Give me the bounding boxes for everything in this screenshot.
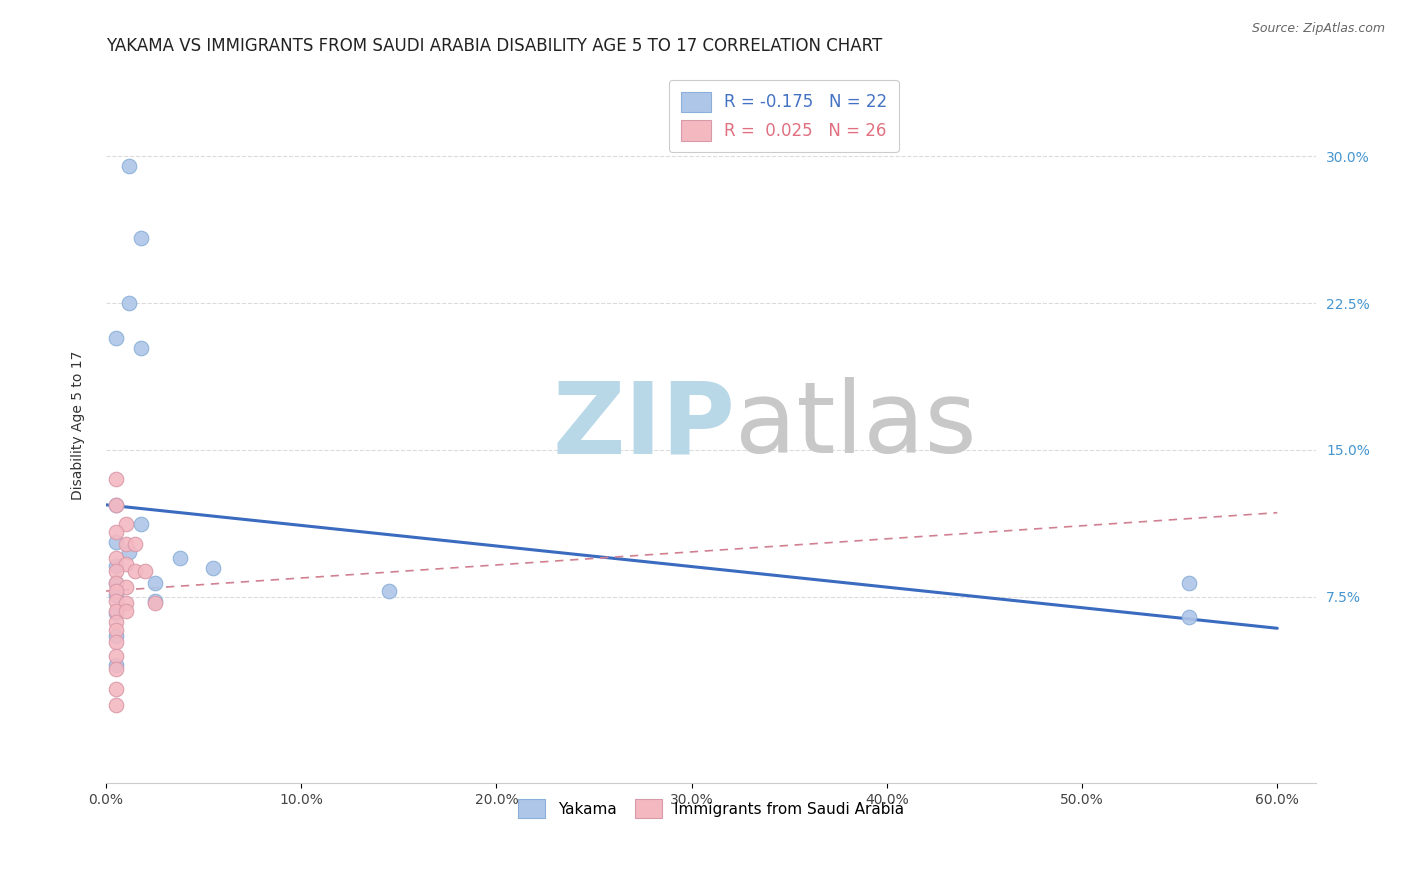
Point (114, 517, 136, 532)
Point (118, 296, 141, 310)
Point (143, 594, 166, 608)
Point (104, 648, 127, 663)
Point (104, 606, 127, 620)
Point (104, 698, 127, 712)
Point (104, 658, 127, 673)
Point (114, 537, 136, 551)
Point (104, 594, 127, 608)
Point (104, 498, 127, 512)
Point (129, 341, 152, 355)
Point (104, 550, 127, 565)
Point (104, 662, 127, 676)
Point (129, 517, 152, 532)
Point (104, 472, 127, 486)
Point (118, 159, 141, 173)
Point (104, 681, 127, 696)
Point (134, 565, 156, 579)
Point (104, 498, 127, 512)
Point (378, 584, 401, 599)
Text: YAKAMA VS IMMIGRANTS FROM SAUDI ARABIA DISABILITY AGE 5 TO 17 CORRELATION CHART: YAKAMA VS IMMIGRANTS FROM SAUDI ARABIA D… (105, 37, 883, 55)
Point (104, 615, 127, 630)
Point (114, 596, 136, 610)
Point (1178, 609, 1201, 624)
Point (104, 576, 127, 591)
Point (114, 580, 136, 594)
Point (169, 550, 191, 565)
Point (104, 629, 127, 643)
Y-axis label: Disability Age 5 to 17: Disability Age 5 to 17 (72, 351, 86, 500)
Point (143, 576, 166, 591)
Point (104, 525, 127, 540)
Point (143, 596, 166, 610)
Point (124, 537, 146, 551)
Point (202, 560, 225, 574)
Point (104, 624, 127, 638)
Text: ZIP: ZIP (553, 377, 735, 474)
Legend: Yakama, Immigrants from Saudi Arabia: Yakama, Immigrants from Saudi Arabia (510, 791, 912, 825)
Point (104, 584, 127, 599)
Text: Source: ZipAtlas.com: Source: ZipAtlas.com (1251, 22, 1385, 36)
Point (104, 331, 127, 345)
Point (104, 635, 127, 649)
Point (118, 545, 141, 559)
Point (104, 565, 127, 579)
Point (1178, 576, 1201, 591)
Point (104, 588, 127, 602)
Text: atlas: atlas (735, 377, 977, 474)
Point (104, 576, 127, 591)
Point (129, 231, 152, 245)
Point (104, 558, 127, 573)
Point (114, 557, 136, 571)
Point (104, 604, 127, 618)
Point (114, 604, 136, 618)
Point (104, 535, 127, 549)
Point (124, 565, 146, 579)
